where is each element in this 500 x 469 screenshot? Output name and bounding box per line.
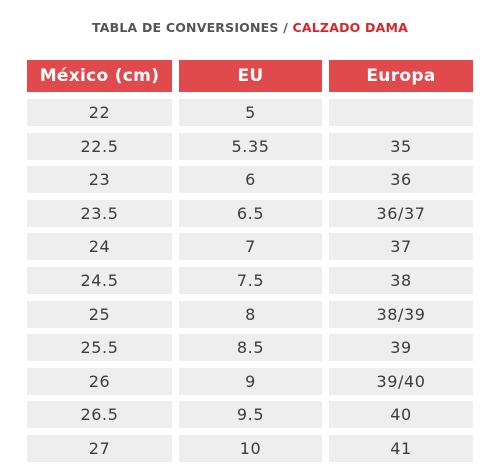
table-row: 23 6 36 xyxy=(27,166,473,194)
cell-europa: 39/40 xyxy=(329,367,473,395)
cell-europa xyxy=(329,99,473,126)
page-title: TABLA DE CONVERSIONES / CALZADO DAMA xyxy=(0,20,500,35)
cell-eu: 8 xyxy=(179,300,322,328)
table-row: 24 7 37 xyxy=(27,233,473,261)
cell-europa: 39 xyxy=(329,334,473,362)
cell-mexico-cm: 27 xyxy=(27,434,172,462)
cell-eu: 5.35 xyxy=(179,132,322,160)
table-row: 23.5 6.5 36/37 xyxy=(27,199,473,227)
cell-europa: 35 xyxy=(329,132,473,160)
cell-europa: 36 xyxy=(329,166,473,194)
cell-europa: 36/37 xyxy=(329,199,473,227)
cell-eu: 9.5 xyxy=(179,401,322,429)
cell-mexico-cm: 24 xyxy=(27,233,172,261)
cell-mexico-cm: 23.5 xyxy=(27,199,172,227)
cell-eu: 6.5 xyxy=(179,199,322,227)
cell-mexico-cm: 25.5 xyxy=(27,334,172,362)
cell-mexico-cm: 22.5 xyxy=(27,132,172,160)
title-part-category: CALZADO DAMA xyxy=(292,20,408,35)
title-part-conversions: TABLA DE CONVERSIONES xyxy=(92,20,279,35)
table-row: 22 5 xyxy=(27,99,473,126)
cell-europa: 38 xyxy=(329,266,473,294)
table-row: 22.5 5.35 35 xyxy=(27,132,473,160)
header-eu: EU xyxy=(179,60,322,92)
cell-mexico-cm: 22 xyxy=(27,99,172,126)
cell-mexico-cm: 23 xyxy=(27,166,172,194)
cell-eu: 7.5 xyxy=(179,266,322,294)
cell-eu: 7 xyxy=(179,233,322,261)
cell-europa: 41 xyxy=(329,434,473,462)
cell-mexico-cm: 24.5 xyxy=(27,266,172,294)
cell-mexico-cm: 26.5 xyxy=(27,401,172,429)
table-row: 26 9 39/40 xyxy=(27,367,473,395)
cell-mexico-cm: 26 xyxy=(27,367,172,395)
table-row: 26.5 9.5 40 xyxy=(27,401,473,429)
table-row: 24.5 7.5 38 xyxy=(27,266,473,294)
cell-eu: 10 xyxy=(179,434,322,462)
cell-europa: 40 xyxy=(329,401,473,429)
cell-europa: 37 xyxy=(329,233,473,261)
cell-eu: 5 xyxy=(179,99,322,126)
cell-mexico-cm: 25 xyxy=(27,300,172,328)
table-row: 27 10 41 xyxy=(27,434,473,462)
title-separator: / xyxy=(283,20,288,35)
header-europa: Europa xyxy=(329,60,473,92)
header-mexico-cm: México (cm) xyxy=(27,60,172,92)
table-row: 25.5 8.5 39 xyxy=(27,334,473,362)
cell-eu: 8.5 xyxy=(179,334,322,362)
cell-eu: 9 xyxy=(179,367,322,395)
size-conversion-table: México (cm) EU Europa 22 5 22.5 5.35 35 … xyxy=(27,60,473,469)
table-row: 25 8 38/39 xyxy=(27,300,473,328)
cell-eu: 6 xyxy=(179,166,322,194)
cell-europa: 38/39 xyxy=(329,300,473,328)
table-header-row: México (cm) EU Europa xyxy=(27,60,473,92)
